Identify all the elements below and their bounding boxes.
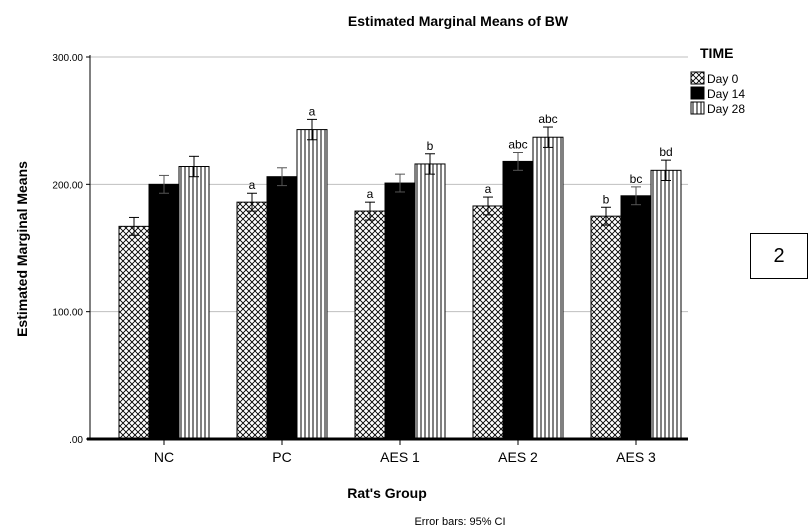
legend-swatch (690, 86, 705, 100)
bar (296, 129, 328, 440)
legend-label: Day 0 (707, 72, 739, 86)
bar (650, 169, 682, 440)
bar (620, 195, 652, 440)
significance-label: b (603, 192, 610, 206)
x-axis-label: Rat's Group (347, 485, 427, 501)
y-tick-label: 100.00 (52, 308, 83, 319)
significance-label: a (485, 182, 492, 196)
bar (590, 215, 622, 440)
legend-label: Day 28 (707, 102, 745, 116)
legend-swatch (690, 71, 705, 85)
x-tick-label: PC (272, 449, 291, 465)
significance-label: bd (659, 145, 672, 159)
y-tick-label: 200.00 (52, 180, 83, 191)
bar (472, 205, 504, 440)
footnote: Error bars: 95% CI (414, 516, 505, 528)
y-tick-label: 300.00 (52, 53, 83, 64)
x-tick-label: AES 2 (498, 449, 538, 465)
legend-label: Day 14 (707, 87, 745, 101)
significance-label: a (249, 178, 256, 192)
bar (414, 163, 446, 440)
legend-swatch (690, 101, 705, 115)
x-tick-label: AES 1 (380, 449, 420, 465)
bar (532, 136, 564, 440)
bar (266, 176, 298, 440)
bar (236, 201, 268, 440)
y-tick-label: .00 (69, 435, 83, 446)
legend-title: TIME (700, 45, 733, 61)
significance-label: b (427, 139, 434, 153)
bar (148, 183, 180, 440)
bar (178, 166, 210, 440)
axis-ticks: .00 100.00 200.00 300.00 NC PC AES 1 AES 2 AES 3 (52, 53, 688, 465)
bar (118, 225, 150, 440)
significance-label: abc (538, 112, 557, 126)
significance-label: bc (630, 172, 643, 186)
side-number-box: 2 (750, 233, 808, 279)
chart-title: Estimated Marginal Means of BW (348, 13, 569, 29)
x-tick-label: NC (154, 449, 174, 465)
significance-label: abc (508, 138, 527, 152)
bar (354, 210, 386, 440)
bar (502, 160, 534, 440)
bar (384, 182, 416, 440)
significance-label: a (309, 104, 316, 118)
significance-label: a (367, 187, 374, 201)
y-axis-label: Estimated Marginal Means (14, 161, 30, 337)
side-number-label: 2 (773, 244, 785, 267)
x-tick-label: AES 3 (616, 449, 656, 465)
